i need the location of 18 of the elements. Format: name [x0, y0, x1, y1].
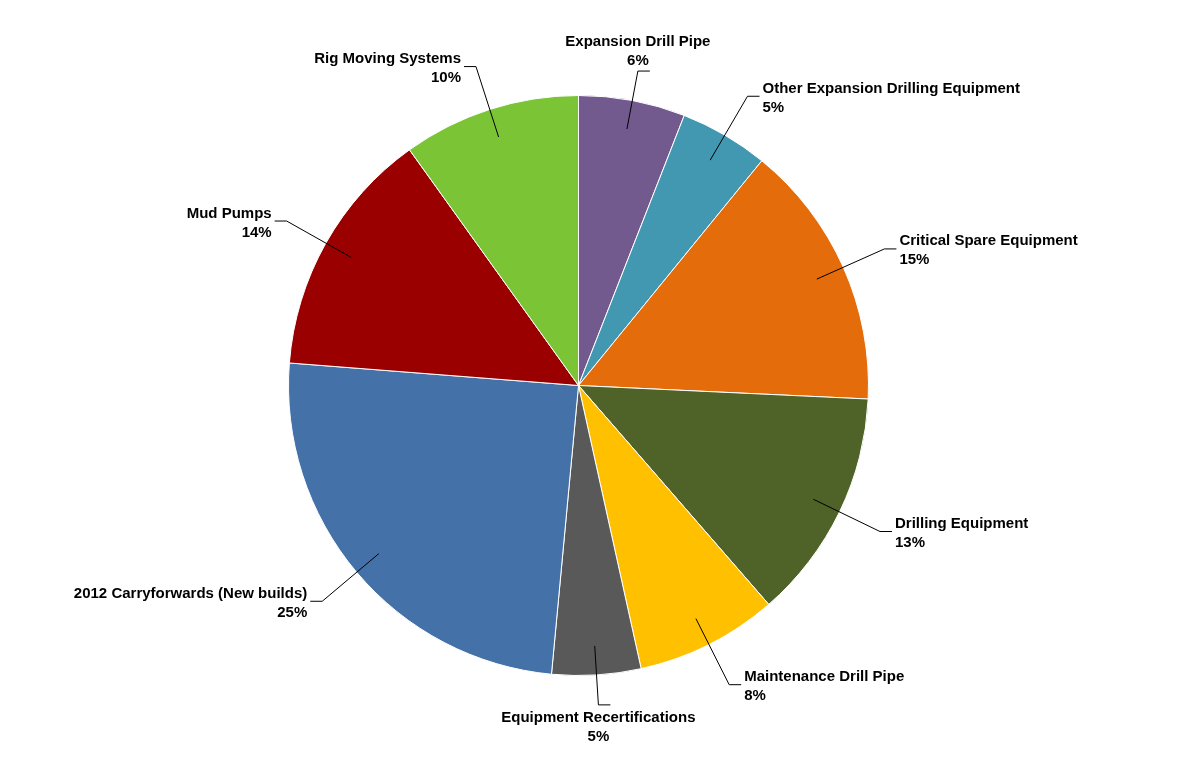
- data-label: 14%: [241, 222, 272, 240]
- slice-label: Critical Spare Equipment: [899, 231, 1078, 249]
- slice-label: Drilling Equipment: [895, 514, 1029, 532]
- slice-label: Equipment Recertifications: [501, 708, 696, 726]
- data-label: 25%: [277, 602, 308, 620]
- slice-label: Maintenance Drill Pipe: [744, 667, 905, 685]
- data-label: 6%: [627, 50, 649, 68]
- data-label: 13%: [895, 533, 926, 551]
- data-label: 8%: [744, 686, 766, 704]
- data-label: 15%: [899, 250, 930, 268]
- data-label: 10%: [430, 68, 461, 86]
- slice-label: 2012 Carryforwards (New builds): [73, 583, 308, 601]
- slice-label: Expansion Drill Pipe: [565, 31, 711, 49]
- data-label: 5%: [762, 97, 785, 115]
- slice-label: Other Expansion Drilling Equipment: [762, 78, 1021, 96]
- slice-label: Mud Pumps: [186, 203, 272, 221]
- data-label: 5%: [587, 727, 610, 745]
- slice-label: Rig Moving Systems: [314, 49, 461, 67]
